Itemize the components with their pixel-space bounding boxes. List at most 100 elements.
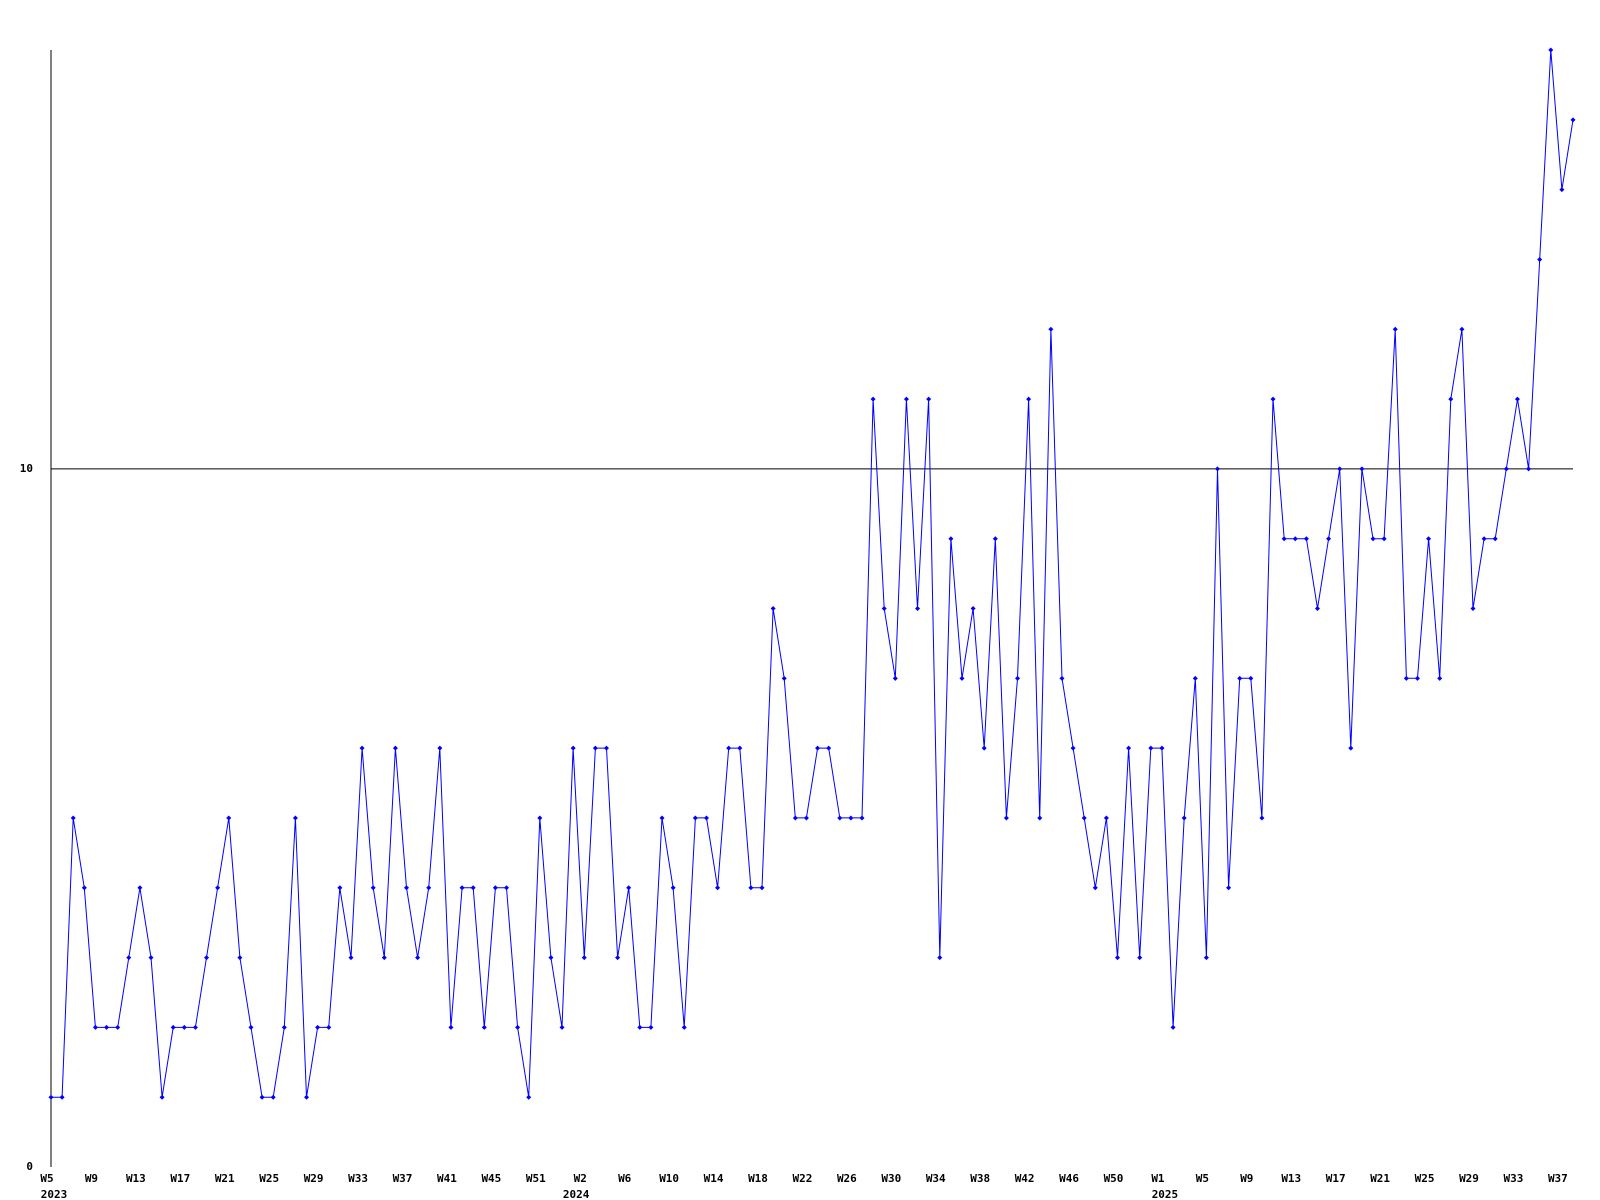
point xyxy=(392,745,398,751)
point xyxy=(1048,326,1054,332)
point xyxy=(881,606,887,611)
point xyxy=(1237,675,1243,681)
x-year-label: 2023 xyxy=(41,1188,68,1200)
point xyxy=(137,885,143,891)
point xyxy=(1570,117,1576,123)
x-tick-label: W14 xyxy=(704,1172,724,1185)
point xyxy=(781,675,787,681)
point xyxy=(1303,536,1309,542)
point xyxy=(70,815,76,821)
x-tick-label: W13 xyxy=(126,1172,146,1185)
point xyxy=(1448,396,1454,402)
point xyxy=(48,1094,54,1100)
point xyxy=(459,885,465,891)
x-tick-label: W18 xyxy=(748,1172,768,1185)
point xyxy=(148,955,154,961)
point xyxy=(1414,675,1420,681)
point xyxy=(1470,606,1476,611)
x-tick-label: W51 xyxy=(526,1172,546,1185)
point xyxy=(1037,815,1043,821)
point xyxy=(1126,745,1132,751)
x-tick-label: W41 xyxy=(437,1172,457,1185)
x-tick-label: W17 xyxy=(170,1172,190,1185)
x-tick-label: W38 xyxy=(970,1172,990,1185)
x-tick-label: W29 xyxy=(1459,1172,1479,1185)
point xyxy=(492,885,498,891)
x-tick-label: W21 xyxy=(1370,1172,1390,1185)
point xyxy=(703,815,709,821)
point xyxy=(915,606,921,611)
point xyxy=(1248,675,1254,681)
point xyxy=(1526,466,1532,472)
point xyxy=(748,885,754,891)
point xyxy=(170,1024,176,1030)
point xyxy=(237,955,243,961)
point xyxy=(637,1024,643,1030)
point xyxy=(959,675,965,681)
x-tick-label: W21 xyxy=(215,1172,235,1185)
x-tick-label: W25 xyxy=(1415,1172,1435,1185)
point xyxy=(615,955,621,961)
point xyxy=(248,1024,254,1030)
x-tick-label: W33 xyxy=(1504,1172,1524,1185)
point xyxy=(326,1024,332,1030)
point xyxy=(126,955,132,961)
x-tick-label: W25 xyxy=(259,1172,279,1185)
point xyxy=(1226,885,1232,891)
point xyxy=(1403,675,1409,681)
point xyxy=(1503,466,1509,472)
x-tick-label: W10 xyxy=(659,1172,679,1185)
point xyxy=(1270,396,1276,402)
point xyxy=(937,955,943,961)
point xyxy=(1514,396,1520,402)
point xyxy=(1192,675,1198,681)
point xyxy=(215,885,221,891)
point xyxy=(1259,815,1265,821)
point xyxy=(1170,1024,1176,1030)
point xyxy=(526,1094,532,1100)
y-tick-label: 10 xyxy=(20,462,33,475)
point xyxy=(481,1024,487,1030)
point xyxy=(315,1024,321,1030)
point xyxy=(670,885,676,891)
point xyxy=(848,815,854,821)
point xyxy=(1081,815,1087,821)
point xyxy=(1426,536,1432,542)
x-tick-label: W46 xyxy=(1059,1172,1079,1185)
point xyxy=(1548,47,1554,53)
x-tick-label: W37 xyxy=(1548,1172,1568,1185)
point xyxy=(1437,675,1443,681)
point xyxy=(592,745,598,751)
point xyxy=(1481,536,1487,542)
point xyxy=(1103,815,1109,821)
point xyxy=(470,885,476,891)
point xyxy=(770,606,776,611)
point xyxy=(1359,466,1365,472)
point xyxy=(803,815,809,821)
point xyxy=(1148,745,1154,751)
point xyxy=(448,1024,454,1030)
x-tick-label: W50 xyxy=(1104,1172,1124,1185)
point xyxy=(992,536,998,542)
point xyxy=(59,1094,65,1100)
x-tick-label: W17 xyxy=(1326,1172,1346,1185)
point xyxy=(104,1024,110,1030)
point xyxy=(948,536,954,542)
point xyxy=(581,955,587,961)
point xyxy=(1381,536,1387,542)
point xyxy=(1115,955,1121,961)
y-tick-label: 0 xyxy=(26,1160,33,1173)
point xyxy=(159,1094,165,1100)
point xyxy=(304,1094,310,1100)
x-tick-label: W6 xyxy=(618,1172,632,1185)
point xyxy=(970,606,976,611)
point xyxy=(815,745,821,751)
point xyxy=(537,815,543,821)
point xyxy=(826,745,832,751)
point xyxy=(1537,256,1543,262)
point xyxy=(415,955,421,961)
x-tick-label: W13 xyxy=(1281,1172,1301,1185)
x-tick-label: W30 xyxy=(881,1172,901,1185)
x-tick-label: W2 xyxy=(574,1172,587,1185)
point xyxy=(92,1024,98,1030)
